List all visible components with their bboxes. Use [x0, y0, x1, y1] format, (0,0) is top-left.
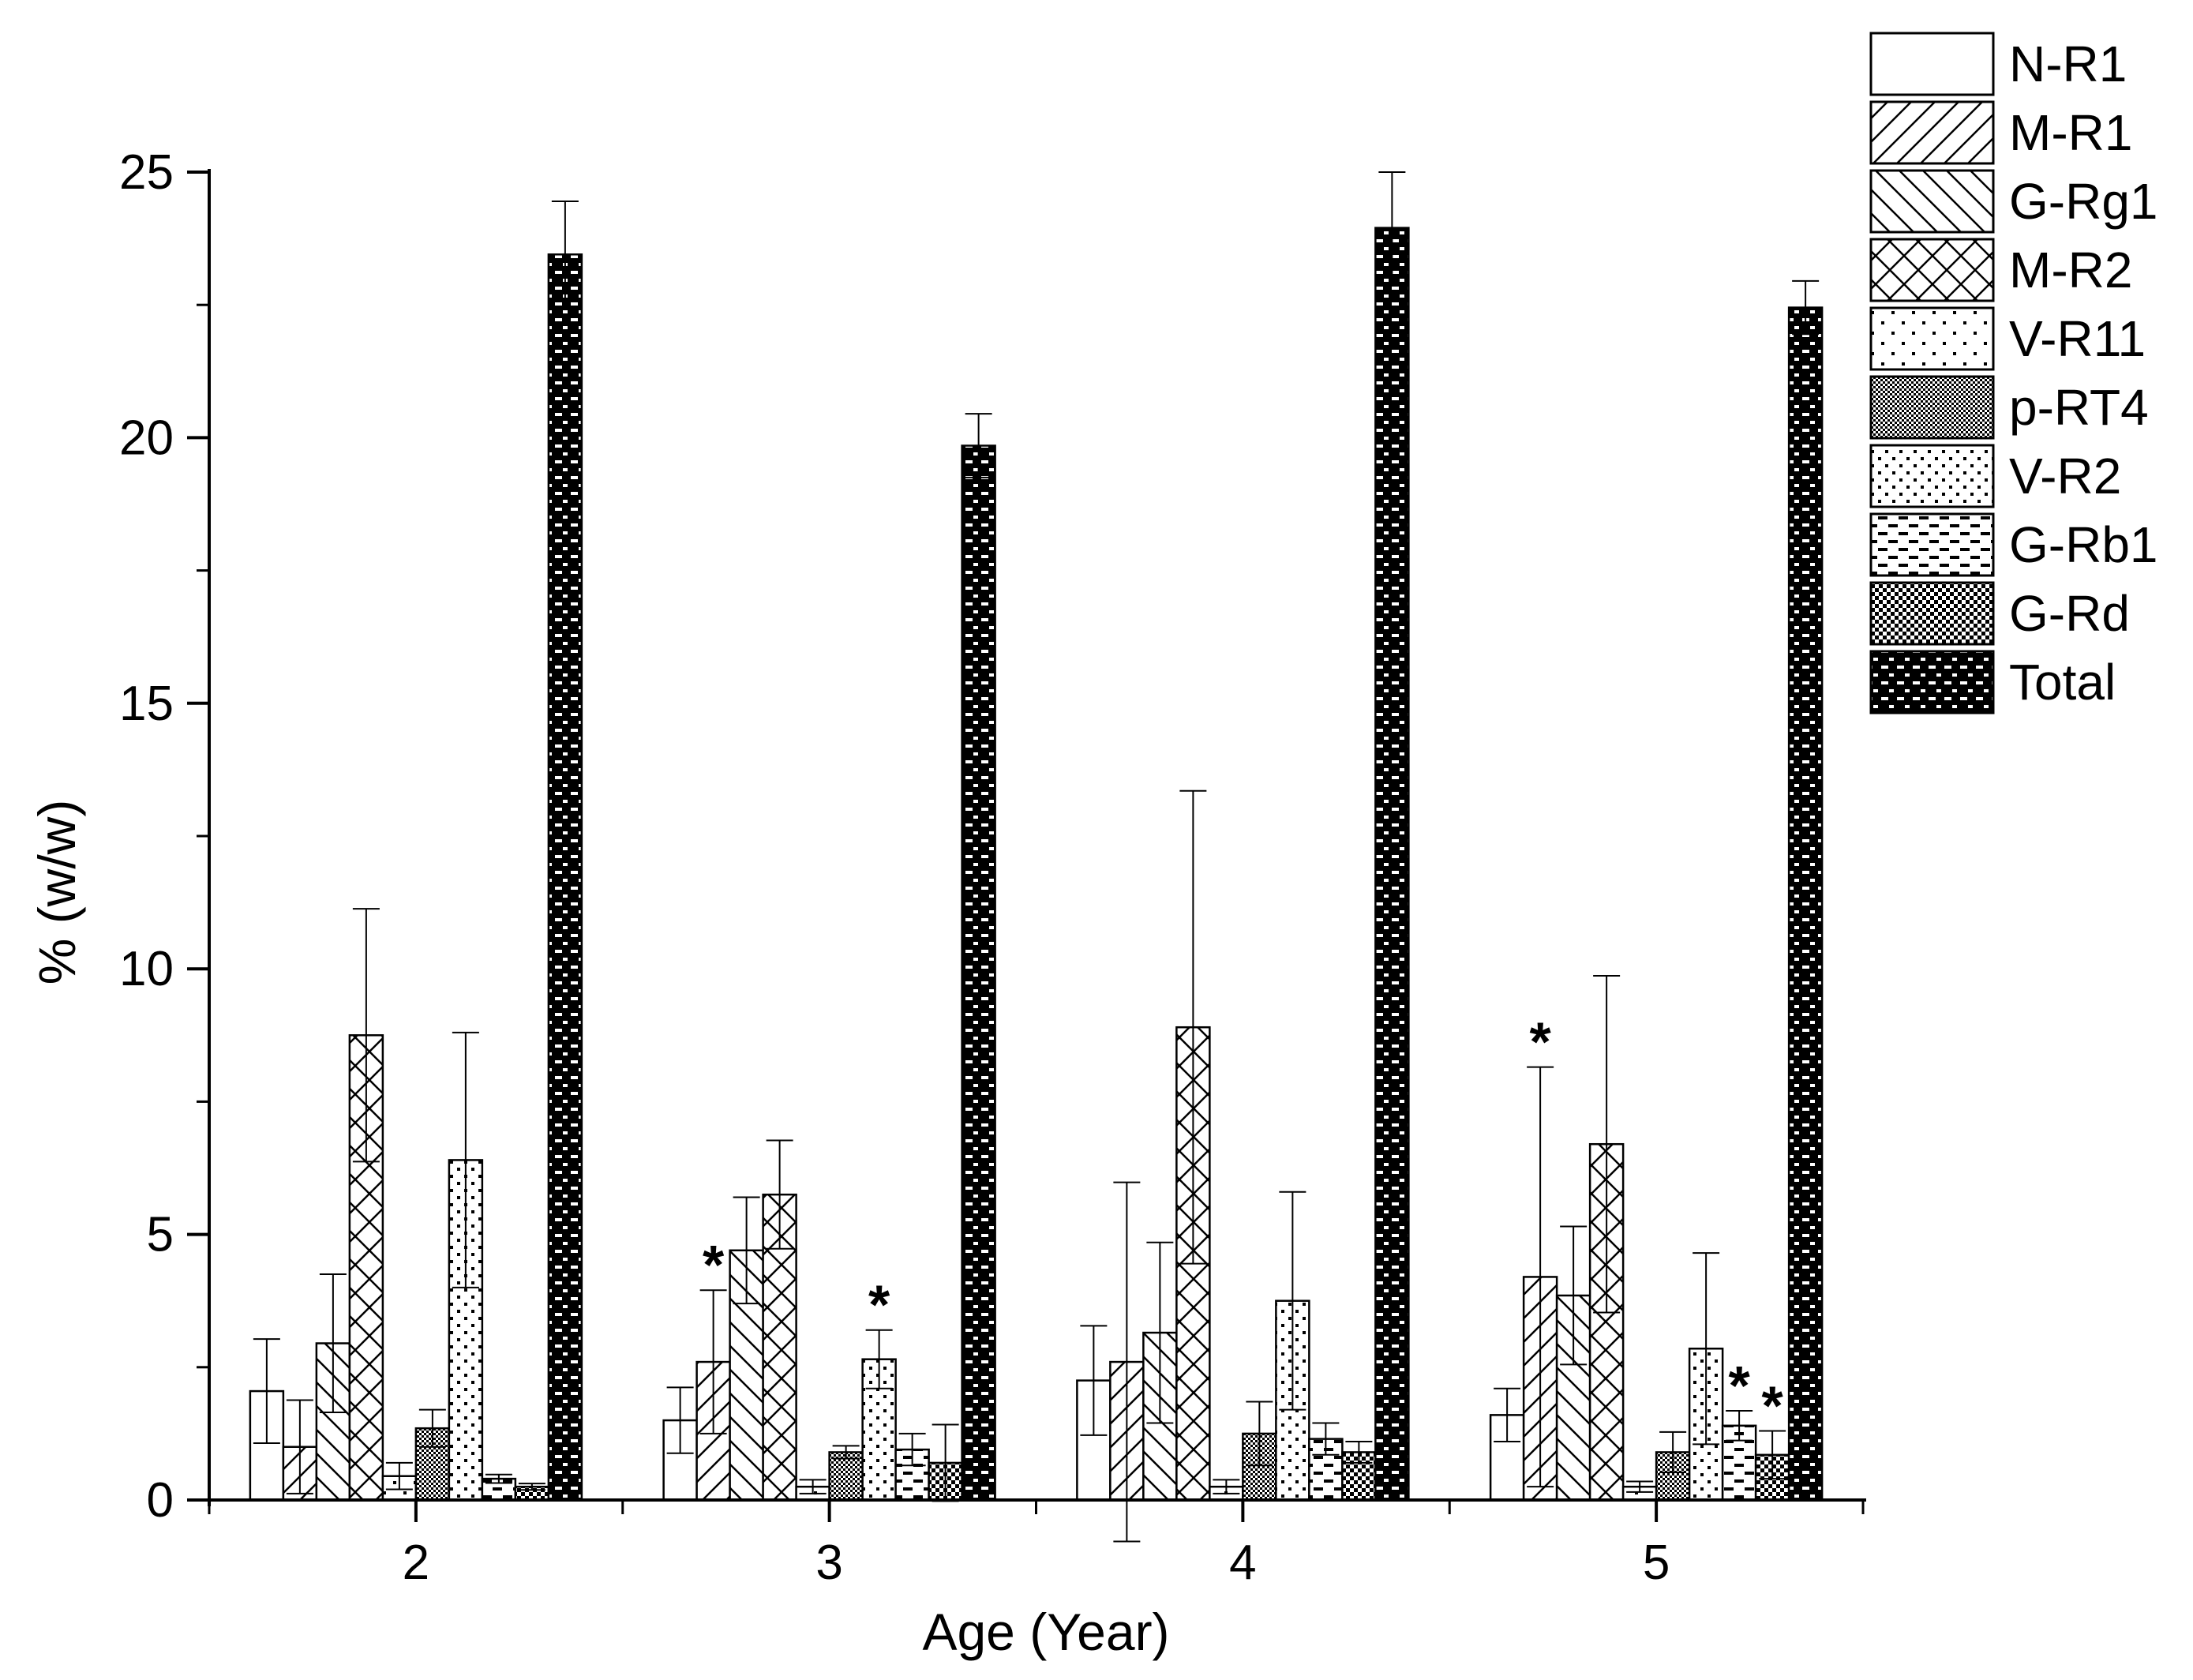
legend-item-M-R2: M-R2: [1869, 238, 2132, 302]
error-bar-p-RT4-5: [1659, 1431, 1687, 1474]
legend-item-G-Rd: G-Rd: [1869, 581, 2130, 646]
legend: N-R1 M-R1 G-Rg1 M-R2 V-R11 p-RT4 V-R2 G-Rb1 G-Rd…: [1869, 32, 2158, 714]
legend-label: M-R1: [2009, 104, 2132, 161]
error-bar-p-RT4-3: [832, 1445, 860, 1460]
y-axis-title: % (w/w): [28, 800, 86, 985]
bar-Total-5: [1787, 306, 1824, 1502]
y-tick-label: 15: [119, 677, 174, 731]
x-tick-label: 2: [403, 1536, 429, 1590]
error-bars-layer: [253, 171, 1820, 1543]
error-bar-G-Rb1-5: [1726, 1409, 1753, 1442]
error-bar-p-RT4-4: [1246, 1401, 1273, 1467]
legend-label: V-R11: [2009, 310, 2146, 367]
legend-swatch: [1869, 512, 1995, 577]
legend-label: p-RT4: [2009, 379, 2149, 436]
error-bar-N-R1-3: [666, 1386, 694, 1454]
error-bar-N-R1-4: [1080, 1325, 1108, 1436]
y-tick-label: 25: [119, 145, 174, 200]
error-bar-Total-5: [1792, 279, 1820, 336]
error-bar-G-Rd-4: [1345, 1440, 1373, 1464]
significance-star: *: [1530, 1011, 1552, 1073]
legend-swatch: [1869, 650, 1995, 714]
error-bar-Total-2: [551, 201, 579, 309]
error-bar-V-R2-4: [1279, 1191, 1306, 1411]
error-bar-N-R1-2: [253, 1338, 280, 1445]
legend-item-p-RT4: p-RT4: [1869, 375, 2149, 440]
error-bar-G-Rd-2: [518, 1483, 545, 1491]
error-bar-Total-4: [1378, 171, 1406, 285]
bar-Total-4: [1374, 227, 1410, 1502]
error-bar-p-RT4-2: [418, 1408, 446, 1448]
x-tick-label: 3: [815, 1536, 842, 1590]
legend-label: G-Rg1: [2009, 173, 2158, 230]
legend-label: Total: [2009, 654, 2116, 711]
error-bar-Total-3: [965, 413, 992, 478]
legend-swatch: [1869, 375, 1995, 440]
significance-annotations: **** *: [703, 1011, 1784, 1437]
bar-Total-3: [961, 444, 996, 1502]
significance-star: *: [703, 1234, 725, 1296]
y-tick-label: 20: [119, 411, 174, 465]
error-bar-M-R2-5: [1593, 974, 1621, 1314]
legend-swatch: [1869, 444, 1995, 508]
x-tick-label: 4: [1229, 1536, 1256, 1590]
legend-item-N-R1: N-R1: [1869, 32, 2127, 96]
legend-label: G-Rd: [2009, 585, 2130, 642]
legend-label: M-R2: [2009, 242, 2132, 298]
significance-star: *: [868, 1274, 890, 1336]
legend-item-V-R11: V-R11: [1869, 306, 2146, 371]
y-tick-label: 5: [147, 1208, 174, 1262]
error-bar-M-R2-2: [352, 908, 380, 1163]
legend-swatch: [1869, 169, 1995, 234]
error-bar-G-Rg1-3: [733, 1196, 760, 1305]
bar-p-RT4-3: [828, 1451, 864, 1502]
error-bar-G-Rg1-5: [1560, 1225, 1588, 1366]
y-tick-label: 10: [119, 942, 174, 996]
significance-star: *: [1729, 1355, 1751, 1416]
legend-label: N-R1: [2009, 36, 2127, 92]
legend-item-M-R1: M-R1: [1869, 100, 2132, 165]
error-bar-G-Rd-5: [1759, 1430, 1786, 1480]
legend-item-V-R2: V-R2: [1869, 444, 2121, 508]
error-bar-V-R11-2: [385, 1461, 413, 1491]
legend-label: G-Rb1: [2009, 516, 2158, 573]
legend-swatch: [1869, 238, 1995, 302]
error-bar-M-R1-2: [286, 1399, 313, 1494]
axes-layer: 0 5 10 15 20 25 2 3 4 5: [119, 145, 1866, 1590]
error-bar-V-R2-3: [865, 1329, 893, 1389]
error-bar-V-R2-2: [452, 1031, 479, 1288]
x-tick-label: 5: [1643, 1536, 1670, 1590]
error-bar-M-R1-3: [699, 1289, 727, 1434]
bar-Total-2: [547, 253, 583, 1502]
error-bar-M-R2-4: [1179, 789, 1207, 1265]
legend-swatch: [1869, 100, 1995, 165]
error-bar-M-R2-3: [766, 1139, 793, 1250]
error-bar-G-Rg1-2: [319, 1273, 347, 1413]
legend-item-G-Rb1: G-Rb1: [1869, 512, 2158, 577]
error-bar-M-R1-4: [1113, 1181, 1141, 1543]
error-bar-N-R1-5: [1494, 1387, 1521, 1442]
error-bar-V-R11-4: [1213, 1479, 1240, 1494]
error-bar-G-Rb1-4: [1312, 1422, 1340, 1456]
error-bar-G-Rb1-3: [898, 1432, 926, 1467]
legend-swatch: [1869, 581, 1995, 646]
error-bar-G-Rb1-2: [485, 1473, 512, 1484]
bars-layer: [249, 227, 1824, 1502]
legend-label: V-R2: [2009, 448, 2121, 504]
error-bar-V-R11-5: [1626, 1480, 1654, 1493]
legend-swatch: [1869, 32, 1995, 96]
legend-swatch: [1869, 306, 1995, 371]
error-bar-M-R1-5: [1527, 1066, 1554, 1488]
error-bar-G-Rg1-4: [1146, 1241, 1174, 1424]
error-bar-V-R2-5: [1693, 1252, 1720, 1446]
legend-item-Total: Total: [1869, 650, 2116, 714]
legend-item-G-Rg1: G-Rg1: [1869, 169, 2158, 234]
x-axis-title: Age (Year): [922, 1603, 1169, 1661]
error-bar-V-R11-3: [799, 1479, 827, 1494]
y-tick-label: 0: [147, 1473, 174, 1528]
significance-star: *: [1762, 1375, 1784, 1437]
